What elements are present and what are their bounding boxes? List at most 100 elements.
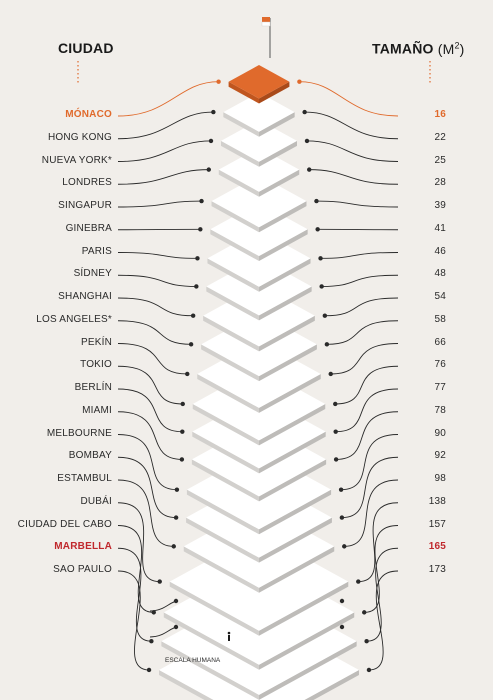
left-connector xyxy=(117,169,209,185)
left-connector xyxy=(117,200,202,208)
left-connector xyxy=(117,388,183,433)
right-connector xyxy=(364,525,399,613)
size-value: 46 xyxy=(434,245,446,257)
size-value: 22 xyxy=(434,131,446,143)
slab xyxy=(211,175,307,233)
slab-left-side xyxy=(218,169,259,197)
slab-left-side xyxy=(203,315,259,352)
left-connector xyxy=(117,525,154,613)
size-value: 76 xyxy=(434,359,446,371)
city-label: BERLÍN xyxy=(74,382,112,393)
left-connector xyxy=(117,365,183,405)
flag-cloth-white xyxy=(261,21,271,27)
city-header-text: CIUDAD xyxy=(58,40,114,56)
slab-left-side xyxy=(186,489,259,535)
right-connector xyxy=(335,388,399,433)
size-value: 165 xyxy=(428,541,446,553)
slab-top xyxy=(211,175,307,228)
right-dot xyxy=(297,79,302,84)
slab-left-side xyxy=(192,431,259,474)
size-value: 78 xyxy=(434,404,446,416)
left-dot xyxy=(180,429,185,434)
left-connector xyxy=(117,502,160,583)
human-figure-icon xyxy=(227,631,231,641)
city-label: HONG KONG xyxy=(47,131,112,143)
slab xyxy=(221,120,297,167)
city-label: LONDRES xyxy=(62,177,112,189)
left-dot xyxy=(180,401,185,407)
size-value: 39 xyxy=(434,200,446,211)
city-label: SÍDNEY xyxy=(73,268,112,280)
right-dot xyxy=(318,256,323,261)
city-label: TOKIO xyxy=(80,359,112,371)
slab-left-side xyxy=(221,140,259,167)
right-connector xyxy=(299,81,399,117)
left-dot xyxy=(194,284,199,289)
size-unit: (M2) xyxy=(437,40,465,57)
right-dot xyxy=(324,342,330,347)
slab-right-side xyxy=(259,373,321,413)
left-connector xyxy=(117,456,177,519)
slab-right-side xyxy=(259,489,332,535)
slab-right-side xyxy=(259,286,312,321)
right-dot xyxy=(333,401,338,407)
left-connector xyxy=(117,343,188,375)
right-connector xyxy=(321,274,399,287)
city-label: MIAMI xyxy=(82,404,112,416)
size-value: 58 xyxy=(434,313,446,325)
left-connector xyxy=(117,111,214,140)
left-connector xyxy=(117,411,182,460)
size-value: 157 xyxy=(428,518,446,530)
slab-top xyxy=(221,120,297,162)
slab-left-side xyxy=(183,546,259,593)
slab-left-side xyxy=(186,517,259,563)
slab-left-side xyxy=(201,344,259,382)
right-connector xyxy=(344,479,399,547)
slab-right-side xyxy=(259,229,308,262)
slab-right-side xyxy=(259,258,311,292)
size-header: TAMAÑO (M2) xyxy=(372,40,465,57)
left-dot xyxy=(190,313,196,318)
left-connector xyxy=(117,297,194,317)
slab-right-side xyxy=(259,169,300,197)
slab-top xyxy=(223,92,295,132)
right-dot xyxy=(322,313,328,318)
left-dot xyxy=(211,109,216,115)
slab-right-side xyxy=(304,669,359,700)
slab-left-side xyxy=(159,669,214,700)
slab-left-side xyxy=(223,112,259,137)
city-label: LOS ANGELES* xyxy=(36,313,112,325)
city-header: CIUDAD xyxy=(58,40,114,56)
slab-left-side xyxy=(228,81,259,104)
city-label: CIUDAD DEL CABO xyxy=(17,518,112,530)
left-connector xyxy=(117,140,212,162)
slab-right-side xyxy=(259,112,295,137)
right-connector xyxy=(368,570,399,671)
size-value: 66 xyxy=(434,336,446,348)
right-connector xyxy=(330,343,399,375)
left-dot xyxy=(171,544,176,549)
right-connector xyxy=(324,297,399,317)
left-connector xyxy=(117,252,198,259)
size-value: 92 xyxy=(434,450,446,462)
base-dot xyxy=(173,624,179,630)
right-connector xyxy=(341,434,399,491)
left-dot xyxy=(208,138,214,144)
right-dot xyxy=(366,667,372,673)
right-dot xyxy=(302,109,307,115)
size-value: 173 xyxy=(428,564,446,575)
left-dot xyxy=(173,515,179,520)
slab-left-side xyxy=(210,229,259,262)
left-dot xyxy=(146,667,152,673)
slab-stack xyxy=(159,65,359,700)
size-value: 98 xyxy=(434,473,446,484)
size-value: 16 xyxy=(434,109,446,120)
left-connector xyxy=(117,320,192,345)
slab-right-side xyxy=(259,459,327,502)
right-dot xyxy=(333,457,339,462)
left-dot xyxy=(188,342,194,347)
left-dot xyxy=(149,638,154,644)
slab-right-side xyxy=(259,81,290,104)
